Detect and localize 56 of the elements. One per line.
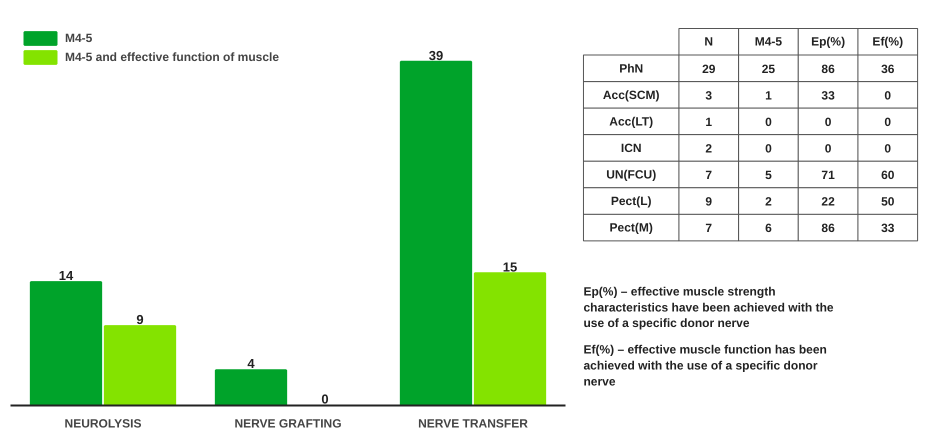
data-label: 4 bbox=[247, 356, 256, 372]
x-tick-label: N bbox=[704, 34, 714, 49]
y-tick-label: ICN bbox=[620, 140, 642, 155]
bar bbox=[30, 281, 102, 406]
data-label: 0 bbox=[884, 114, 892, 129]
data-label: 7 bbox=[705, 168, 712, 182]
bar bbox=[214, 369, 288, 406]
y-tick-label: Pect(L) bbox=[610, 194, 652, 208]
data-label: 33 bbox=[821, 88, 836, 102]
data-label: 1 bbox=[705, 114, 712, 129]
data-label: 6 bbox=[765, 221, 772, 236]
x-tick-label: NERVE GRAFTING bbox=[234, 416, 342, 430]
bar bbox=[104, 325, 176, 406]
x-tick-label: Ep(%) bbox=[811, 34, 846, 49]
data-label: 0 bbox=[824, 114, 832, 129]
data-label: 0 bbox=[765, 141, 772, 156]
data-label: 25 bbox=[762, 62, 776, 76]
text: Ef(%) – effective muscle function has been achieved with the use of a specific donor nerve bbox=[583, 342, 827, 389]
x-tick-label: NEUROLYSIS bbox=[64, 416, 142, 430]
x-tick-label: Ef(%) bbox=[872, 34, 904, 49]
data-label: 1 bbox=[765, 88, 772, 102]
data-label: 50 bbox=[881, 194, 895, 209]
data-label: 71 bbox=[821, 168, 836, 182]
data-label: 29 bbox=[702, 62, 716, 76]
data-label: 33 bbox=[881, 221, 895, 236]
data-label: 9 bbox=[705, 194, 712, 209]
data-label: 0 bbox=[765, 114, 772, 129]
data-label: 5 bbox=[765, 168, 772, 182]
data-label: 39 bbox=[428, 48, 444, 63]
x-tick-label: NERVE TRANSFER bbox=[418, 416, 528, 430]
data-label: 0 bbox=[884, 141, 892, 156]
data-label: 60 bbox=[881, 168, 895, 182]
y-tick-label: UN(FCU) bbox=[606, 168, 656, 182]
data-label: 7 bbox=[705, 221, 712, 236]
y-tick-label: Acc(LT) bbox=[609, 114, 654, 128]
data-label: 22 bbox=[821, 194, 836, 209]
data-label: 0 bbox=[884, 88, 892, 102]
data-label: 86 bbox=[821, 221, 836, 236]
data-label: 0 bbox=[824, 141, 832, 156]
y-tick-label: Pect(M) bbox=[610, 220, 653, 235]
x-tick-label: M4-5 bbox=[754, 34, 782, 49]
data-label: 86 bbox=[821, 62, 836, 76]
legend-label: M4-5 and effective function of muscle bbox=[65, 50, 280, 64]
data-label: 9 bbox=[136, 312, 144, 328]
data-label: 0 bbox=[321, 392, 329, 406]
data-label: 36 bbox=[881, 62, 895, 76]
bar bbox=[474, 272, 546, 406]
data-label: 2 bbox=[705, 141, 712, 156]
data-label: 3 bbox=[705, 88, 712, 102]
bar bbox=[400, 60, 472, 406]
y-tick-label: PhN bbox=[619, 61, 644, 76]
data-label: 2 bbox=[765, 194, 772, 209]
text: Ep(%) – effective muscle strength characteristics have been achieved with the use of a specific donor nerve bbox=[583, 284, 834, 330]
data-label: 14 bbox=[58, 268, 74, 284]
y-tick-label: Acc(SCM) bbox=[602, 88, 660, 102]
data-label: 15 bbox=[502, 259, 518, 274]
